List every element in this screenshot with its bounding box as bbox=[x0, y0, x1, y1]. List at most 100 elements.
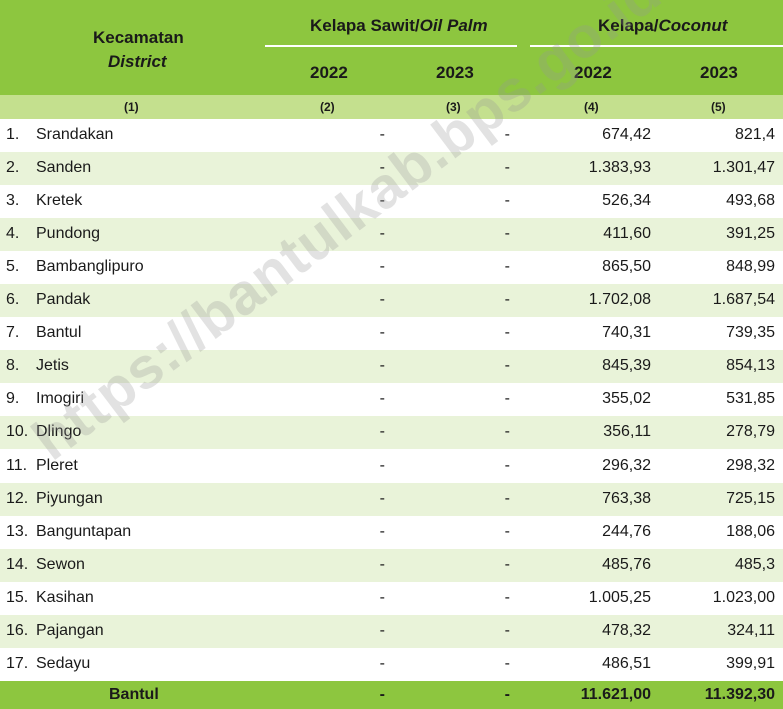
oil-palm-2022: - bbox=[379, 291, 385, 309]
oil-palm-2022: - bbox=[379, 654, 385, 672]
column-number-row: (1) (2) (3) (4) (5) bbox=[0, 95, 783, 119]
coconut-2022: 1.702,08 bbox=[588, 291, 651, 309]
coconut-2022: 356,11 bbox=[603, 423, 651, 441]
district-name: Piyungan bbox=[36, 489, 103, 507]
oil-palm-2023: - bbox=[504, 555, 510, 573]
coconut-2022: 865,50 bbox=[602, 258, 651, 276]
coconut-2023: 188,06 bbox=[726, 522, 775, 540]
oil-palm-2023: - bbox=[504, 588, 510, 606]
district-name: Srandakan bbox=[36, 126, 114, 143]
total-oil-palm-2023: - bbox=[504, 686, 510, 703]
oil-palm-2023: - bbox=[504, 621, 510, 639]
district-name: Kasihan bbox=[36, 588, 94, 606]
coconut-2022: 674,42 bbox=[602, 126, 651, 143]
row-number: 14. bbox=[6, 555, 29, 573]
year-header: 2022 bbox=[574, 63, 612, 82]
row-number: 3. bbox=[6, 192, 20, 210]
row-number: 8. bbox=[6, 357, 20, 375]
table-row: 15. Kasihan - - 1.005,25 1.023,00 bbox=[0, 582, 783, 615]
coconut-2023: 821,4 bbox=[734, 126, 775, 143]
coconut-2023: 298,32 bbox=[726, 456, 775, 474]
coconut-2022: 411,60 bbox=[603, 225, 651, 243]
oil-palm-2023: - bbox=[504, 357, 510, 375]
table-row: 4. Pundong - - 411,60 391,25 bbox=[0, 218, 783, 252]
oil-palm-2022: - bbox=[379, 522, 385, 540]
table-row: 7. Bantul - - 740,31 739,35 bbox=[0, 317, 783, 350]
table-row: 2. Sanden - - 1.383,93 1.301,47 bbox=[0, 152, 783, 186]
oil-palm-2022: - bbox=[379, 126, 385, 143]
oil-palm-2023: - bbox=[504, 225, 510, 243]
table-row: 14. Sewon - - 485,76 485,3 bbox=[0, 548, 783, 582]
table-row: 11. Pleret - - 296,32 298,32 bbox=[0, 450, 783, 483]
table-row: 12. Piyungan - - 763,38 725,15 bbox=[0, 482, 783, 516]
district-name: Pleret bbox=[36, 456, 78, 474]
district-name: Pundong bbox=[36, 225, 101, 243]
coconut-2023: 493,68 bbox=[726, 192, 775, 210]
oil-palm-2022: - bbox=[379, 423, 385, 441]
district-name: Bantul bbox=[36, 324, 82, 342]
coconut-2023: 324,11 bbox=[727, 621, 775, 639]
row-number: 1. bbox=[6, 126, 20, 143]
table-row: 16. Pajangan - - 478,32 324,11 bbox=[0, 614, 783, 648]
oil-palm-2023: - bbox=[504, 423, 510, 441]
coconut-label-en: Coconut bbox=[658, 16, 728, 35]
row-number: 15. bbox=[6, 588, 29, 606]
coconut-2022: 845,39 bbox=[602, 357, 651, 375]
coconut-2023: 399,91 bbox=[726, 654, 775, 672]
oil-palm-2022: - bbox=[379, 390, 385, 408]
district-name: Dlingo bbox=[36, 423, 82, 441]
coconut-2022: 478,32 bbox=[602, 621, 651, 639]
year-header: 2023 bbox=[700, 63, 738, 82]
oil-palm-2023: - bbox=[504, 159, 510, 177]
oil-palm-2022: - bbox=[379, 489, 385, 507]
oil-palm-label: Kelapa Sawit/ bbox=[310, 16, 420, 35]
table-row: 9. Imogiri - - 355,02 531,85 bbox=[0, 383, 783, 416]
district-name: Sedayu bbox=[36, 654, 91, 672]
total-oil-palm-2022: - bbox=[379, 686, 385, 703]
oil-palm-2022: - bbox=[379, 258, 385, 276]
oil-palm-2023: - bbox=[504, 291, 510, 309]
oil-palm-2022: - bbox=[379, 588, 385, 606]
oil-palm-underline bbox=[265, 45, 517, 47]
row-number: 17. bbox=[6, 654, 29, 672]
district-name: Sewon bbox=[36, 555, 85, 573]
oil-palm-2023: - bbox=[504, 126, 510, 143]
table-header: Kecamatan District Kelapa Sawit/Oil Palm… bbox=[0, 0, 783, 95]
oil-palm-2023: - bbox=[504, 456, 510, 474]
district-name: Banguntapan bbox=[36, 522, 132, 540]
row-number: 12. bbox=[6, 489, 29, 507]
district-header-en: District bbox=[108, 52, 167, 71]
oil-palm-2023: - bbox=[504, 489, 510, 507]
oil-palm-2023: - bbox=[504, 192, 510, 210]
oil-palm-2023: - bbox=[504, 522, 510, 540]
coconut-2023: 485,3 bbox=[734, 555, 775, 573]
oil-palm-2022: - bbox=[379, 324, 385, 342]
year-header: 2023 bbox=[436, 63, 474, 82]
coconut-header: Kelapa/Coconut bbox=[598, 16, 727, 36]
coconut-2022: 244,76 bbox=[602, 522, 651, 540]
coconut-2022: 296,32 bbox=[602, 456, 651, 474]
coconut-2022: 1.383,93 bbox=[588, 159, 651, 177]
row-number: 13. bbox=[6, 522, 29, 540]
district-name: Kretek bbox=[36, 192, 83, 210]
row-number: 2. bbox=[6, 159, 20, 177]
coconut-2023: 278,79 bbox=[726, 423, 775, 441]
column-number: (3) bbox=[446, 100, 461, 114]
row-number: 16. bbox=[6, 621, 29, 639]
row-number: 6. bbox=[6, 291, 20, 309]
oil-palm-2022: - bbox=[379, 225, 385, 243]
row-number: 7. bbox=[6, 324, 20, 342]
column-number: (1) bbox=[124, 100, 139, 114]
coconut-label: Kelapa/ bbox=[598, 16, 659, 35]
coconut-2023: 391,25 bbox=[726, 225, 775, 243]
table-row: 8. Jetis - - 845,39 854,13 bbox=[0, 350, 783, 384]
column-number: (5) bbox=[711, 100, 726, 114]
row-number: 9. bbox=[6, 390, 20, 408]
coconut-2023: 725,15 bbox=[726, 489, 775, 507]
oil-palm-2022: - bbox=[379, 456, 385, 474]
coconut-2023: 1.301,47 bbox=[712, 159, 775, 177]
table-row: 10. Dlingo - - 356,11 278,79 bbox=[0, 416, 783, 450]
oil-palm-2022: - bbox=[379, 621, 385, 639]
district-name: Pajangan bbox=[36, 621, 104, 639]
coconut-2023: 854,13 bbox=[726, 357, 775, 375]
